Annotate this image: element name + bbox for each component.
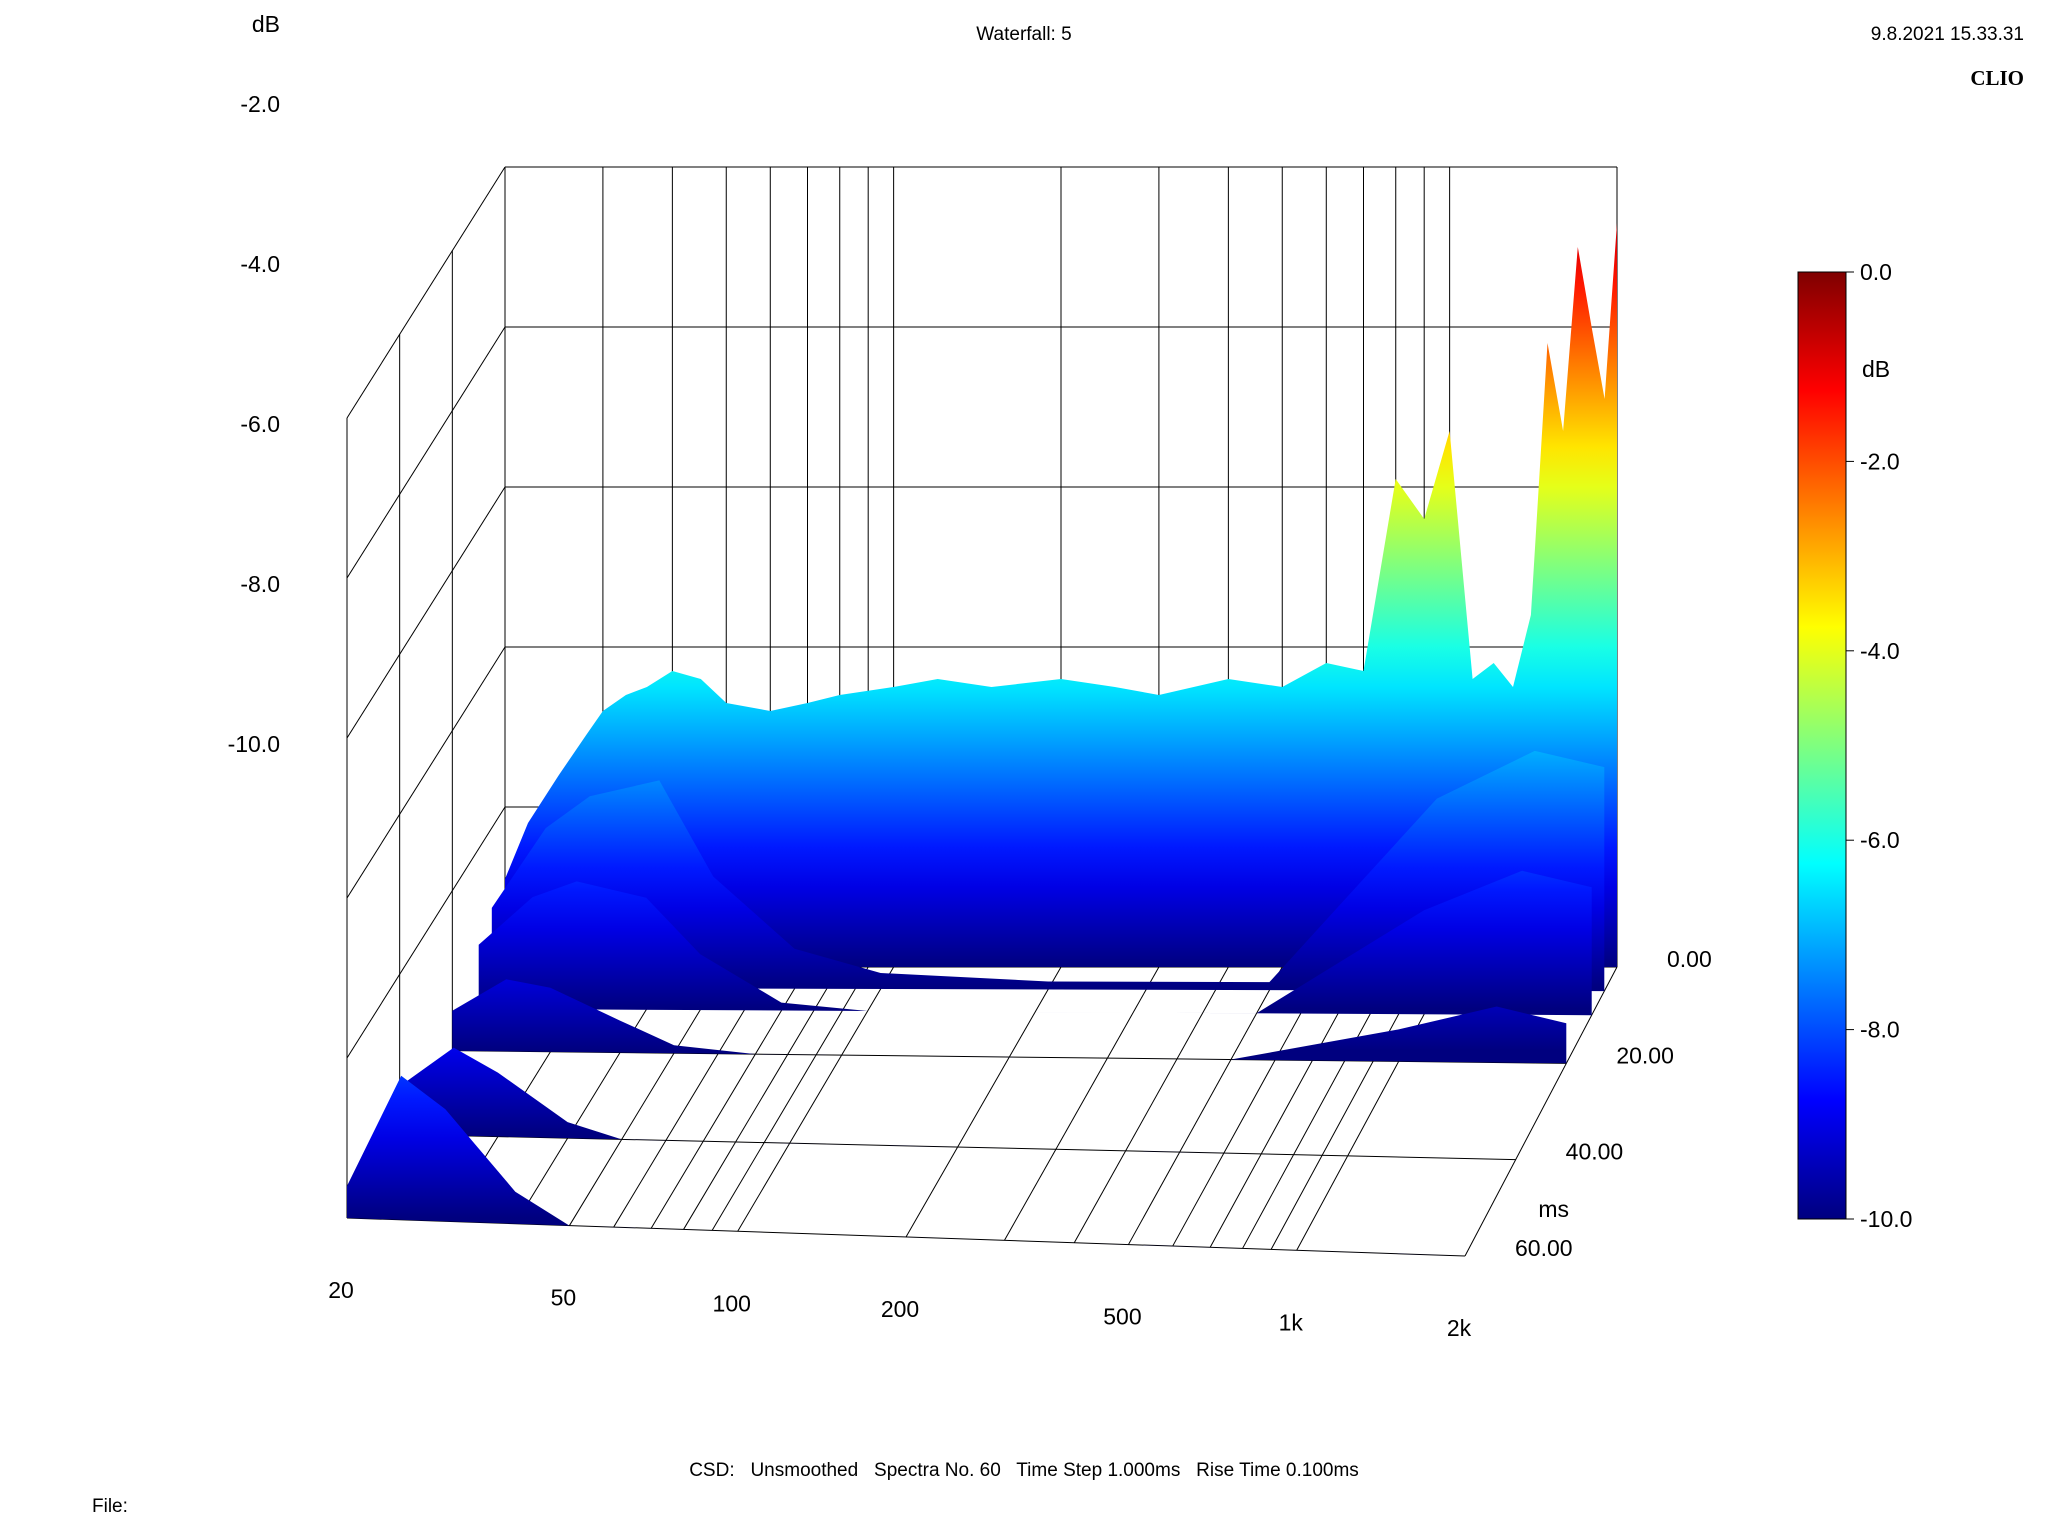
csd-label: CSD: xyxy=(689,1460,735,1481)
grid-line-floor-freq xyxy=(1003,966,1160,1241)
waterfall-slice xyxy=(505,223,1617,967)
colorbar-tick-label: -6.0 xyxy=(1860,827,1900,853)
smoothing-value: Unsmoothed xyxy=(750,1460,859,1481)
grid-line-floor-freq xyxy=(737,966,895,1232)
grid-line-floor-freq xyxy=(650,966,808,1229)
waterfall-slice xyxy=(478,870,1592,1016)
grid-line-floor-freq xyxy=(1073,966,1229,1243)
grid-line-side-db xyxy=(346,326,506,579)
x-tick-label: 200 xyxy=(881,1296,919,1322)
x-tick-label: 50 xyxy=(551,1285,577,1311)
grid-line-floor-freq xyxy=(1128,966,1283,1245)
colorbar-tick-label: -10.0 xyxy=(1860,1206,1912,1232)
waterfall-surface xyxy=(347,223,1617,1256)
rise-time: Rise Time 0.100ms xyxy=(1196,1460,1359,1481)
z-axis-label: dB xyxy=(252,11,280,37)
colorbar-tick-label: -4.0 xyxy=(1860,638,1900,664)
grid-line-side-db xyxy=(346,166,506,419)
colorbar-tick-label: 0.0 xyxy=(1860,259,1892,285)
grid-line-side-db xyxy=(346,806,506,1059)
time-tick-label: 60.00 xyxy=(1515,1235,1573,1261)
time-tick-label: 0.00 xyxy=(1667,946,1712,972)
x-tick-label: 500 xyxy=(1103,1304,1141,1330)
time-tick-label: 40.00 xyxy=(1566,1139,1624,1165)
x-tick-label: 20 xyxy=(328,1277,354,1303)
colorbar-tick-label: -2.0 xyxy=(1860,448,1900,474)
grid-line-floor-freq xyxy=(569,966,727,1226)
x-tick-label: 2k xyxy=(1447,1315,1472,1341)
file-label: File: xyxy=(92,1496,128,1517)
z-tick-label: -10.0 xyxy=(228,731,280,757)
grid-line-floor-freq xyxy=(905,966,1062,1238)
brand-logo: CLIO xyxy=(1970,66,2024,90)
x-tick-label: 100 xyxy=(713,1290,751,1316)
waterfall-slice xyxy=(491,750,1605,992)
z-tick-label: -2.0 xyxy=(240,91,280,117)
z-tick-label: -6.0 xyxy=(240,411,280,437)
z-tick-label: -4.0 xyxy=(240,251,280,277)
colorbar-tick-label: -8.0 xyxy=(1860,1017,1900,1043)
timestamp: 9.8.2021 15.33.31 xyxy=(1870,24,2024,45)
spectra-count: Spectra No. 60 xyxy=(874,1460,1001,1481)
chart-title: Waterfall: 5 xyxy=(976,24,1072,45)
time-tick-label: 20.00 xyxy=(1616,1042,1674,1068)
colorbar: 0.0 -2.0 -4.0 -6.0 -8.0 -10.0 dB xyxy=(1797,259,1912,1232)
time-step: Time Step 1.000ms xyxy=(1016,1460,1181,1481)
grid-line-floor-freq xyxy=(613,966,771,1228)
grid-line-floor-freq xyxy=(711,966,869,1231)
time-axis-label: ms xyxy=(1538,1196,1569,1222)
grid-line-floor-freq xyxy=(683,966,841,1230)
colorbar-bar xyxy=(1797,271,1847,1220)
grid-line-side-db xyxy=(346,646,506,899)
x-tick-label: 1k xyxy=(1279,1309,1304,1335)
waterfall-slice xyxy=(452,979,1567,1064)
colorbar-label: dB xyxy=(1862,356,1890,382)
measurement-settings: CSD: Unsmoothed Spectra No. 60 Time Step… xyxy=(0,1460,2048,1482)
z-tick-label: -8.0 xyxy=(240,571,280,597)
waterfall-slice xyxy=(399,1047,1516,1160)
axes: 20501002005001k2k0.0-2.0-4.0-6.0-8.0-10.… xyxy=(228,11,1712,1341)
grid-line-side-db xyxy=(346,486,506,739)
grid-line-floor-time xyxy=(399,1133,1516,1161)
grid-line-floor-freq xyxy=(514,966,673,1224)
